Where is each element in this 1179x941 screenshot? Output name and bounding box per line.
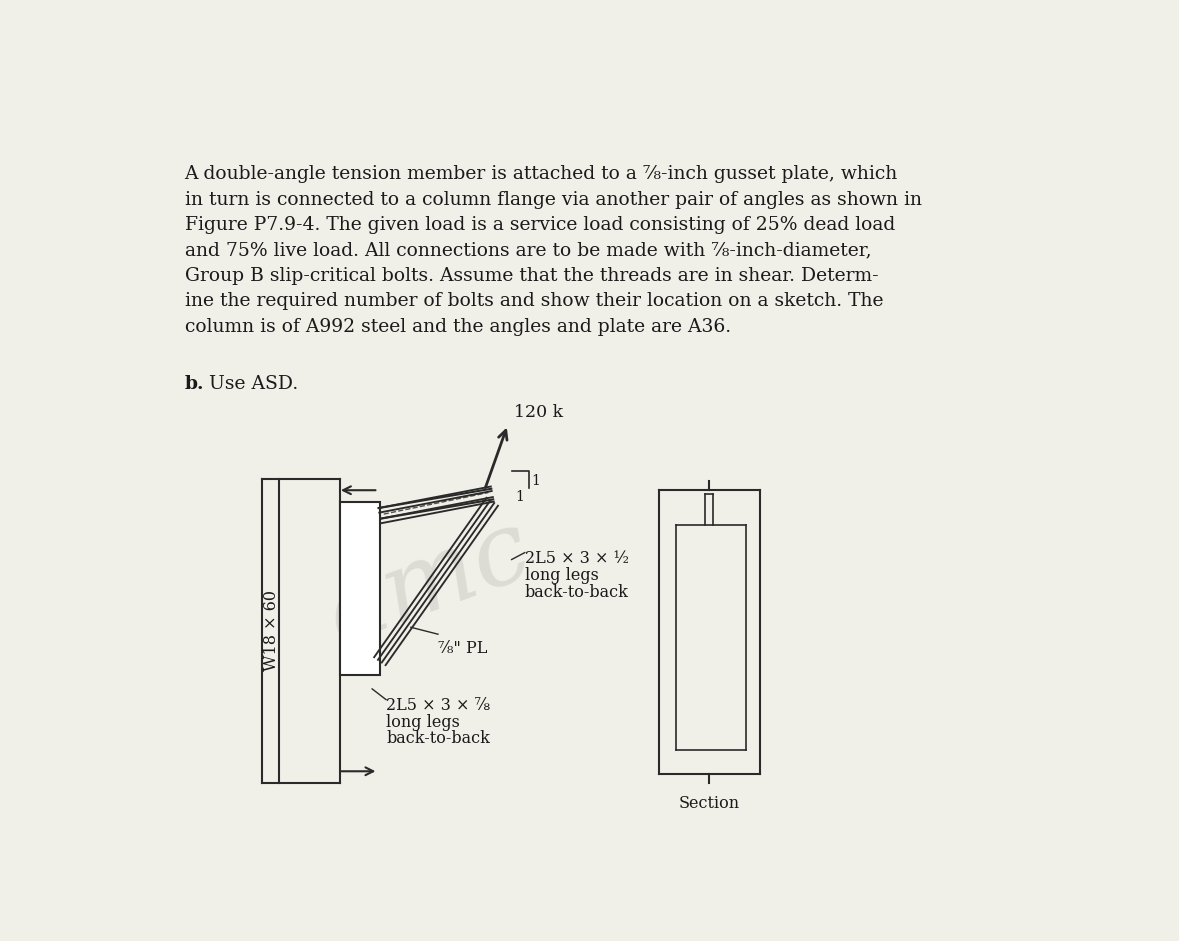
- Text: ⁷⁄₈" PL: ⁷⁄₈" PL: [439, 641, 487, 658]
- Text: back-to-back: back-to-back: [386, 730, 490, 747]
- Text: column is of A992 steel and the angles and plate are A36.: column is of A992 steel and the angles a…: [185, 318, 731, 336]
- Text: amc: amc: [314, 502, 545, 663]
- Text: Use ASD.: Use ASD.: [203, 375, 298, 392]
- Text: ine the required number of bolts and show their location on a sketch. The: ine the required number of bolts and sho…: [185, 293, 883, 311]
- Text: 120 k: 120 k: [514, 404, 564, 421]
- Text: b.: b.: [185, 375, 204, 392]
- Text: Group B slip-critical bolts. Assume that the threads are in shear. Determ-: Group B slip-critical bolts. Assume that…: [185, 267, 878, 285]
- Text: 2L5 × 3 × ½: 2L5 × 3 × ½: [525, 550, 628, 567]
- Text: back-to-back: back-to-back: [525, 584, 628, 601]
- Text: long legs: long legs: [525, 567, 599, 584]
- Text: 1: 1: [515, 490, 525, 504]
- Text: in turn is connected to a column flange via another pair of angles as shown in: in turn is connected to a column flange …: [185, 191, 922, 209]
- Text: 1: 1: [532, 474, 541, 488]
- Text: A double-angle tension member is attached to a ⁷⁄₈-inch gusset plate, which: A double-angle tension member is attache…: [185, 166, 898, 183]
- Bar: [340, 502, 380, 675]
- Text: Figure P7.9-4. The given load is a service load consisting of 25% dead load: Figure P7.9-4. The given load is a servi…: [185, 216, 895, 234]
- Text: W18 × 60: W18 × 60: [263, 590, 279, 671]
- Text: and 75% live load. All connections are to be made with ⁷⁄₈-inch-diameter,: and 75% live load. All connections are t…: [185, 242, 871, 260]
- Text: 2L5 × 3 × ⅞: 2L5 × 3 × ⅞: [386, 696, 490, 713]
- Text: long legs: long legs: [386, 713, 460, 730]
- Text: Section: Section: [679, 795, 739, 812]
